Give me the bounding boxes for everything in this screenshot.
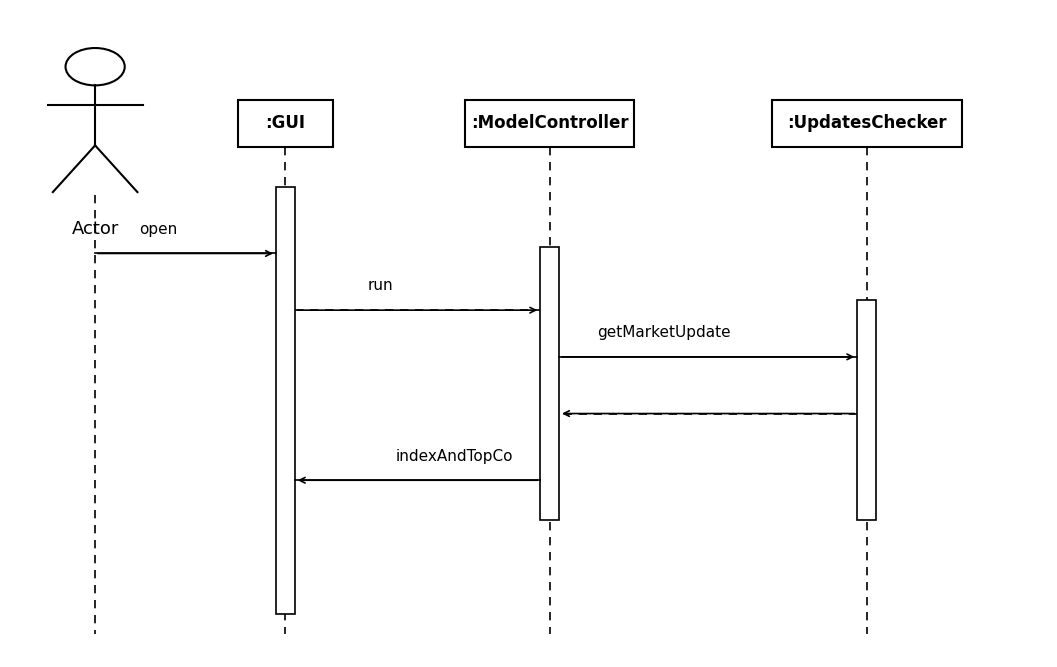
Bar [857, 300, 876, 520]
Text: :UpdatesChecker: :UpdatesChecker [786, 115, 947, 132]
FancyBboxPatch shape [465, 100, 634, 147]
Text: indexAndTopCo: indexAndTopCo [395, 449, 513, 464]
Text: getMarketUpdate: getMarketUpdate [596, 325, 730, 340]
Text: Actor: Actor [72, 220, 118, 238]
Bar [276, 187, 295, 614]
Text: :GUI: :GUI [265, 115, 305, 132]
Text: :ModelController: :ModelController [470, 115, 629, 132]
Text: run: run [368, 279, 393, 293]
Bar [540, 247, 559, 520]
FancyBboxPatch shape [772, 100, 962, 147]
FancyBboxPatch shape [238, 100, 333, 147]
Text: open: open [140, 222, 178, 237]
